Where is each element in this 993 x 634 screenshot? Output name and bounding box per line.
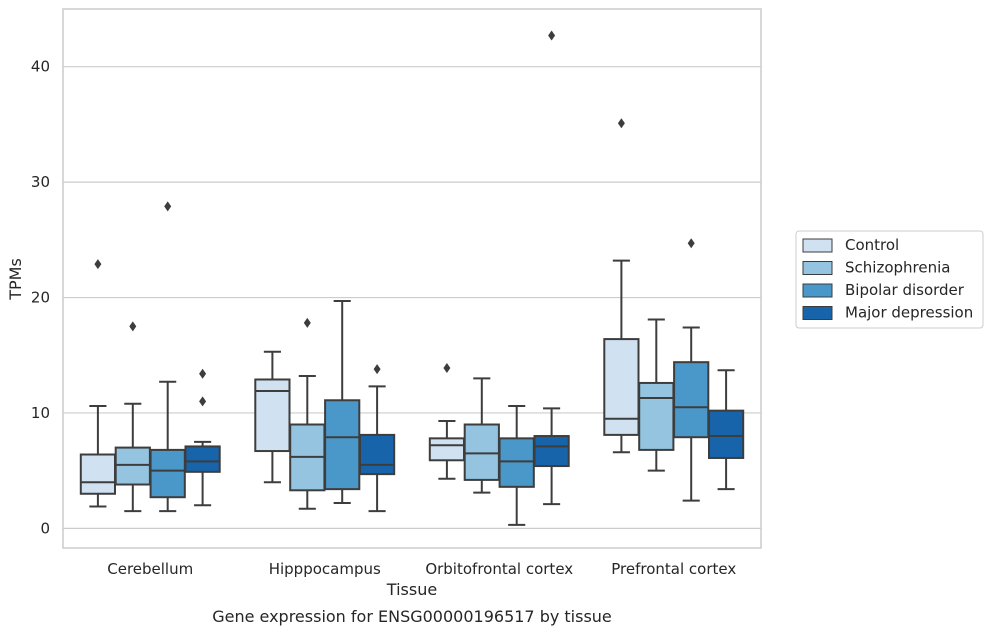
y-tick-label: 10 bbox=[31, 404, 50, 422]
box-plot bbox=[254, 350, 291, 484]
x-tick-label: Cerebellum bbox=[107, 560, 193, 578]
x-axis-title: Tissue bbox=[386, 580, 437, 599]
legend-swatch bbox=[802, 238, 833, 253]
box-plot bbox=[184, 368, 221, 507]
legend-label: Schizophrenia bbox=[845, 259, 950, 277]
box-plot bbox=[324, 300, 361, 504]
legend-frame bbox=[795, 230, 984, 329]
box-iqr bbox=[673, 361, 710, 439]
outlier-point bbox=[199, 396, 207, 407]
legend-swatch bbox=[802, 283, 833, 298]
box-plot bbox=[638, 318, 675, 472]
box-plot bbox=[533, 30, 570, 506]
outlier-point bbox=[443, 362, 451, 373]
box-plot bbox=[114, 321, 151, 513]
box-iqr bbox=[358, 433, 396, 476]
box-iqr bbox=[498, 437, 535, 488]
outlier-point bbox=[94, 259, 102, 270]
x-tick-labels: Cerebellum Hipppocampus Orbitofrontal cort… bbox=[107, 560, 736, 578]
outlier-point bbox=[164, 201, 172, 212]
legend-label: Bipolar disorder bbox=[845, 281, 965, 299]
legend-swatch bbox=[802, 306, 833, 320]
outlier-point bbox=[303, 317, 311, 328]
outlier-point bbox=[129, 321, 137, 332]
y-tick-label: 20 bbox=[31, 289, 50, 307]
x-tick-label: Orbitofrontal cortex bbox=[425, 560, 573, 578]
outlier-point bbox=[548, 30, 556, 41]
legend: Control Schizophrenia Bipolar disorder Majo… bbox=[795, 230, 984, 329]
box-iqr bbox=[114, 446, 151, 486]
box-plot bbox=[79, 259, 117, 508]
box-plot bbox=[707, 369, 745, 491]
box-iqr bbox=[184, 445, 221, 473]
box-plot bbox=[358, 364, 396, 513]
box-plot bbox=[149, 201, 186, 513]
box-iqr bbox=[707, 409, 745, 459]
x-tick-label: Hipppocampus bbox=[269, 560, 381, 578]
box-plot bbox=[289, 317, 326, 510]
box-iqr bbox=[149, 448, 186, 499]
legend-swatch bbox=[802, 261, 833, 275]
y-axis-title: TPMs bbox=[6, 258, 25, 301]
box-plot bbox=[428, 362, 466, 480]
y-tick-label: 0 bbox=[40, 519, 50, 537]
box-plot bbox=[673, 238, 710, 502]
box-iqr bbox=[324, 399, 361, 491]
box-iqr bbox=[79, 453, 117, 495]
box-plot bbox=[463, 377, 500, 494]
box-iqr bbox=[428, 437, 466, 462]
box-iqr bbox=[603, 338, 640, 436]
x-tick-label: Prefrontal cortex bbox=[611, 560, 736, 578]
outlier-point bbox=[617, 118, 625, 129]
outlier-point bbox=[199, 368, 207, 379]
legend-label: Control bbox=[845, 236, 899, 254]
y-tick-label: 40 bbox=[31, 58, 50, 76]
box-plot bbox=[603, 118, 640, 454]
box-plot bbox=[498, 405, 535, 526]
plot-frame bbox=[62, 8, 762, 549]
box-iqr bbox=[463, 423, 500, 481]
box-plots bbox=[79, 30, 745, 526]
y-tick-label: 30 bbox=[31, 173, 50, 191]
legend-label: Major depression bbox=[845, 304, 973, 322]
box-iqr bbox=[533, 435, 570, 468]
chart-caption: Gene expression for ENSG00000196517 by t… bbox=[212, 607, 612, 626]
box-iqr bbox=[638, 381, 675, 451]
outlier-point bbox=[687, 238, 695, 249]
y-tick-labels: 0 10 20 30 40 bbox=[31, 58, 50, 538]
outlier-point bbox=[373, 364, 381, 375]
